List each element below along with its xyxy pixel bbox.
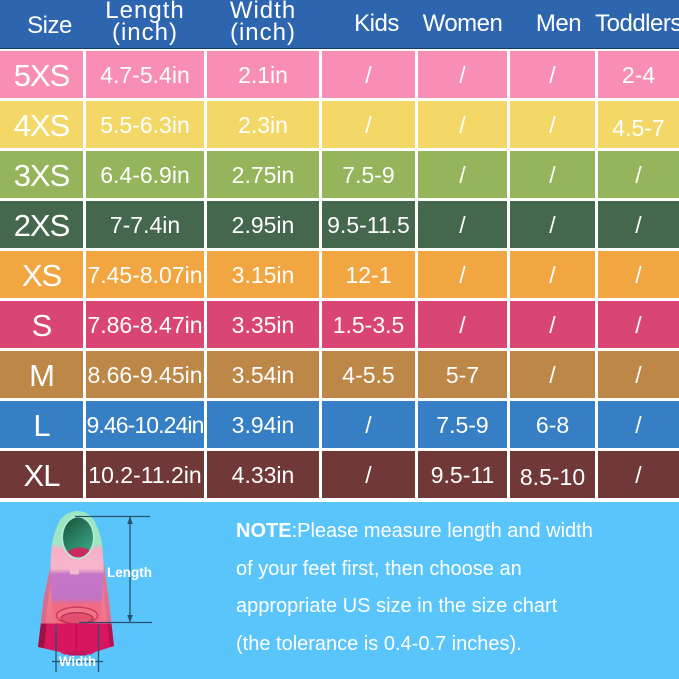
svg-text:Width: Width (59, 654, 96, 669)
svg-text:Length: Length (107, 565, 152, 580)
